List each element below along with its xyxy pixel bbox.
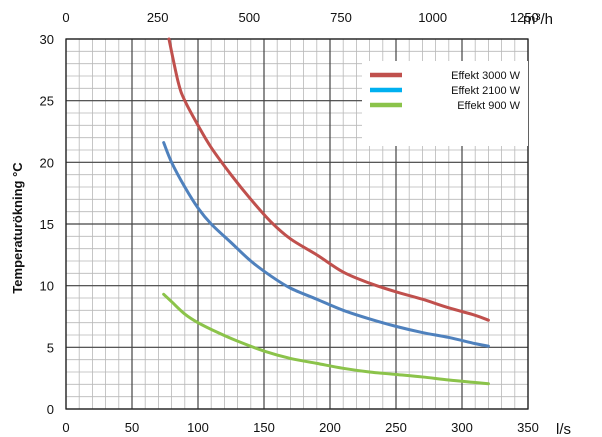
x2-tick-label: 250 [147, 10, 169, 25]
y-tick-label: 5 [47, 340, 54, 355]
x-tick-label: 100 [187, 420, 209, 435]
x-tick-label: 150 [253, 420, 275, 435]
x-tick-label: 350 [517, 420, 539, 435]
legend: Effekt 3000 W Effekt 2100 W Effekt 900 W [362, 61, 528, 146]
x2-tick-label: 0 [62, 10, 69, 25]
x-tick-label: 250 [385, 420, 407, 435]
x2-tick-label: 750 [330, 10, 352, 25]
y-tick-label: 25 [40, 94, 54, 109]
legend-label: Effekt 3000 W [451, 70, 521, 82]
x-tick-label: 50 [125, 420, 139, 435]
legend-label: Effekt 2100 W [451, 85, 521, 97]
y-tick-label: 0 [47, 402, 54, 417]
legend-label: Effekt 900 W [457, 100, 520, 112]
x2-tick-label: 500 [238, 10, 260, 25]
x2-tick-label: 1000 [418, 10, 447, 25]
y-tick-label: 15 [40, 217, 54, 232]
y-tick-label: 20 [40, 155, 54, 170]
x2-axis-unit-label: m³/h [523, 11, 553, 28]
series-line [167, 37, 490, 322]
x-tick-label: 200 [319, 420, 341, 435]
series-line [162, 141, 490, 348]
x-tick-label: 0 [62, 420, 69, 435]
y-tick-label: 10 [40, 279, 54, 294]
y-tick-label: 30 [40, 32, 54, 47]
series-line [162, 292, 490, 386]
x-axis-unit-label: l/s [556, 421, 571, 437]
major-grid [65, 38, 529, 410]
plot-frame [65, 38, 529, 410]
y-axis-label: Temperaturökning °C [10, 162, 25, 294]
x-tick-label: 300 [451, 420, 473, 435]
x2-tick-label: 1250 [510, 10, 539, 25]
series-layer [162, 37, 490, 386]
